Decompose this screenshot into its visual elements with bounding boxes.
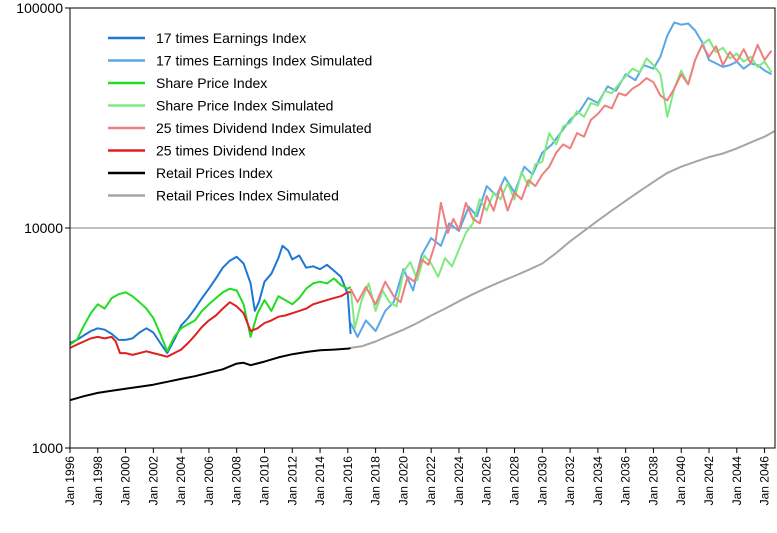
legend-label-share-price-index: Share Price Index [156, 75, 267, 91]
legend-label-retail-prices-index: Retail Prices Index [156, 165, 273, 181]
y-tick-label: 1000 [32, 440, 63, 456]
x-tick-label: Jan 2016 [341, 456, 355, 506]
x-tick-label: Jan 2042 [702, 456, 716, 506]
series-line-share-price-index [69, 277, 352, 353]
series-line-17-times-earnings-index [69, 244, 352, 355]
x-tick-label: Jan 2040 [674, 456, 688, 506]
x-tick-label: Jan 2046 [758, 456, 772, 506]
series-line-17-times-earnings-index-simulated [349, 21, 772, 338]
x-tick-label: Jan 2032 [563, 456, 577, 506]
x-tick-label: Jan 2020 [396, 456, 410, 506]
x-tick-label: Jan 2030 [535, 456, 549, 506]
y-tick-label: 10000 [24, 220, 63, 236]
x-tick-label: Jan 2044 [730, 456, 744, 506]
x-tick-label: Jan 2004 [174, 456, 188, 506]
x-tick-label: Jan 2022 [424, 456, 438, 506]
x-tick-label: Jan 2038 [646, 456, 660, 506]
legend-label-share-price-index-simulated: Share Price Index Simulated [156, 98, 333, 114]
x-tick-label: Jan 2012 [285, 456, 299, 506]
series-line-retail-prices-index [69, 347, 351, 402]
legend: 17 times Earnings Index 17 times Earnings… [108, 30, 372, 204]
x-tick-label: Jan 2024 [452, 456, 466, 506]
x-tick-label: Jan 2036 [619, 456, 633, 506]
legend-label-17-times-earnings-index: 17 times Earnings Index [156, 30, 306, 46]
x-tick-label: Jan 2034 [591, 456, 605, 506]
legend-label-17-times-earnings-index-simulated: 17 times Earnings Index Simulated [156, 53, 372, 69]
x-axis: Jan 1996 Jan 1998 Jan 2000 Jan 2002 Jan 2004… [63, 448, 772, 505]
x-tick-label: Jan 2000 [119, 456, 133, 506]
x-tick-label: Jan 2018 [369, 456, 383, 506]
x-tick-label: Jan 2006 [202, 456, 216, 506]
legend-label-25-times-dividend-index-simulated: 25 times Dividend Index Simulated [156, 120, 372, 136]
x-tick-label: Jan 2014 [313, 456, 327, 506]
x-tick-label: Jan 2008 [230, 456, 244, 506]
legend-label-retail-prices-index-simulated: Retail Prices Index Simulated [156, 188, 339, 204]
series-line-25-times-dividend-index [69, 291, 351, 358]
y-axis: 1000 10000 100000 [16, 0, 70, 456]
x-tick-label: Jan 2028 [508, 456, 522, 506]
x-tick-label: Jan 1996 [63, 456, 77, 506]
x-tick-label: Jan 2010 [258, 456, 272, 506]
x-tick-label: Jan 2002 [146, 456, 160, 506]
y-tick-label: 100000 [16, 0, 63, 16]
series-line-retail-prices-index-simulated [350, 130, 775, 349]
series-layer [69, 21, 775, 402]
x-tick-label: Jan 1998 [91, 456, 105, 506]
series-line-25-times-dividend-index-simulated [349, 43, 773, 306]
legend-label-25-times-dividend-index: 25 times Dividend Index [156, 143, 305, 159]
x-tick-label: Jan 2026 [480, 456, 494, 506]
